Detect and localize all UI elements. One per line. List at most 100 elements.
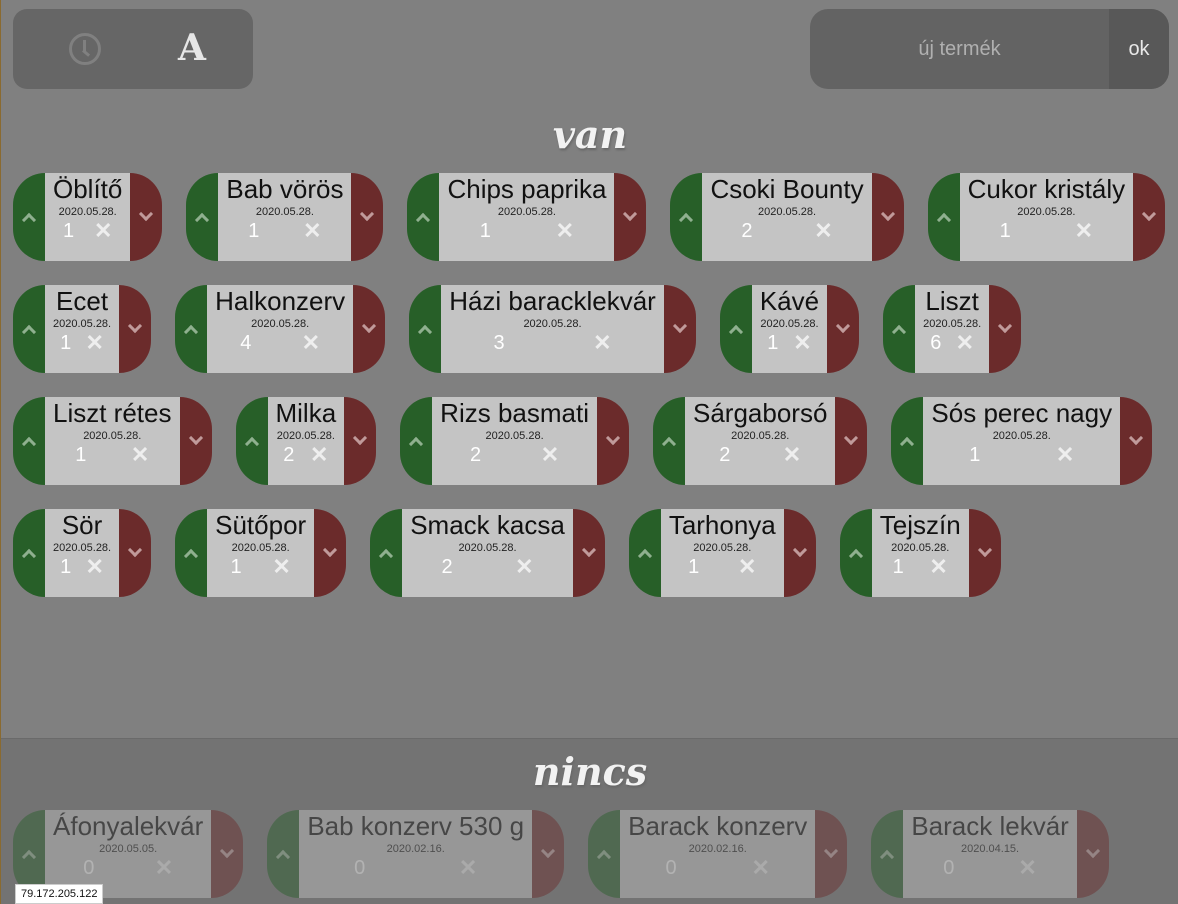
chevron-down-icon — [581, 542, 596, 558]
item-name: Bab konzerv 530 g — [307, 811, 525, 841]
delete-icon[interactable]: ✕ — [272, 554, 291, 579]
sort-alphabetical-button[interactable]: A — [178, 27, 206, 69]
increase-button[interactable] — [13, 810, 45, 898]
delete-icon[interactable]: ✕ — [301, 330, 321, 355]
item-count: 1 — [688, 555, 700, 578]
item-count: 1 — [999, 219, 1011, 242]
increase-button[interactable] — [13, 173, 45, 261]
delete-icon[interactable]: ✕ — [814, 218, 833, 243]
increase-button[interactable] — [883, 285, 916, 373]
delete-icon[interactable]: ✕ — [85, 330, 104, 355]
item-body: Barack lekvár 2020.04.15. 0 ✕ — [903, 810, 1077, 898]
increase-button[interactable] — [13, 285, 45, 373]
delete-icon[interactable]: ✕ — [929, 554, 948, 579]
delete-icon[interactable]: ✕ — [1074, 218, 1094, 243]
increase-button[interactable] — [13, 509, 45, 597]
decrease-button[interactable] — [1133, 173, 1166, 261]
delete-icon[interactable]: ✕ — [515, 554, 534, 579]
decrease-button[interactable] — [835, 397, 868, 485]
item-body: Tarhonya 2020.05.28. 1 ✕ — [660, 509, 784, 597]
delete-icon[interactable]: ✕ — [1055, 442, 1075, 467]
increase-button[interactable] — [400, 397, 433, 485]
decrease-button[interactable] — [353, 285, 386, 373]
decrease-button[interactable] — [827, 285, 860, 373]
new-item-input[interactable] — [810, 9, 1109, 89]
decrease-button[interactable] — [572, 509, 605, 597]
increase-button[interactable] — [628, 509, 661, 597]
item-card: Tejszín 2020.05.28. 1 ✕ — [839, 509, 1001, 597]
item-name: Sütőpor — [215, 510, 307, 540]
decrease-button[interactable] — [351, 173, 384, 261]
delete-icon[interactable]: ✕ — [540, 442, 560, 467]
increase-button[interactable] — [186, 173, 219, 261]
delete-icon[interactable]: ✕ — [309, 442, 329, 467]
item-date: 2020.05.28. — [485, 430, 544, 442]
item-card: Barack lekvár 2020.04.15. 0 ✕ — [871, 810, 1109, 898]
item-card: Csoki Bounty 2020.05.28. 2 ✕ — [670, 173, 904, 261]
item-name: Rizs basmati — [440, 398, 589, 428]
delete-icon[interactable]: ✕ — [555, 218, 575, 243]
delete-icon[interactable]: ✕ — [458, 855, 478, 880]
delete-icon[interactable]: ✕ — [737, 554, 757, 579]
item-body: Ecet 2020.05.28. 1 ✕ — [45, 285, 120, 373]
increase-button[interactable] — [13, 397, 45, 485]
decrease-button[interactable] — [314, 509, 347, 597]
decrease-button[interactable] — [119, 509, 152, 597]
item-body: Áfonyalekvár 2020.05.05. 0 ✕ — [45, 810, 212, 898]
delete-icon[interactable]: ✕ — [130, 442, 150, 467]
delete-icon[interactable]: ✕ — [593, 330, 612, 355]
clock-icon[interactable] — [69, 33, 101, 65]
decrease-button[interactable] — [211, 810, 244, 898]
increase-button[interactable] — [839, 509, 872, 597]
ok-button[interactable]: ok — [1109, 9, 1169, 89]
increase-button[interactable] — [235, 397, 268, 485]
decrease-button[interactable] — [989, 285, 1022, 373]
increase-button[interactable] — [719, 285, 752, 373]
item-name: Barack lekvár — [911, 811, 1069, 841]
increase-button[interactable] — [267, 810, 300, 898]
chevron-down-icon — [672, 318, 687, 334]
item-body: Tejszín 2020.05.28. 1 ✕ — [871, 509, 969, 597]
delete-icon[interactable]: ✕ — [955, 330, 975, 355]
delete-icon[interactable]: ✕ — [1018, 855, 1037, 880]
increase-button[interactable] — [175, 509, 208, 597]
delete-icon[interactable]: ✕ — [85, 554, 104, 579]
decrease-button[interactable] — [968, 509, 1001, 597]
decrease-button[interactable] — [597, 397, 629, 485]
decrease-button[interactable] — [179, 397, 212, 485]
increase-button[interactable] — [370, 509, 403, 597]
delete-icon[interactable]: ✕ — [751, 855, 770, 880]
increase-button[interactable] — [871, 810, 904, 898]
chevron-up-icon — [21, 849, 37, 865]
decrease-button[interactable] — [815, 810, 848, 898]
delete-icon[interactable]: ✕ — [303, 218, 322, 243]
decrease-button[interactable] — [871, 173, 904, 261]
delete-icon[interactable]: ✕ — [154, 855, 174, 880]
decrease-button[interactable] — [663, 285, 696, 373]
increase-button[interactable] — [653, 397, 685, 485]
increase-button[interactable] — [409, 285, 442, 373]
increase-button[interactable] — [670, 173, 703, 261]
decrease-button[interactable] — [344, 397, 377, 485]
decrease-button[interactable] — [1120, 397, 1153, 485]
decrease-button[interactable] — [614, 173, 647, 261]
increase-button[interactable] — [588, 810, 621, 898]
decrease-button[interactable] — [783, 509, 816, 597]
item-date: 2020.05.28. — [231, 542, 290, 554]
decrease-button[interactable] — [532, 810, 565, 898]
increase-button[interactable] — [927, 173, 960, 261]
item-card: Barack konzerv 2020.02.16. 0 ✕ — [588, 810, 848, 898]
item-card: Chips paprika 2020.05.28. 1 ✕ — [407, 173, 647, 261]
increase-button[interactable] — [407, 173, 440, 261]
decrease-button[interactable] — [1076, 810, 1109, 898]
decrease-button[interactable] — [130, 173, 163, 261]
delete-icon[interactable]: ✕ — [793, 330, 812, 355]
nincs-list: Áfonyalekvár 2020.05.05. 0 ✕ Bab konzerv … — [13, 810, 1173, 898]
increase-button[interactable] — [891, 397, 924, 485]
chevron-down-icon — [128, 318, 143, 334]
item-name: Házi baracklekvár — [449, 286, 656, 316]
decrease-button[interactable] — [119, 285, 152, 373]
delete-icon[interactable]: ✕ — [93, 218, 113, 243]
delete-icon[interactable]: ✕ — [782, 442, 802, 467]
increase-button[interactable] — [175, 285, 208, 373]
